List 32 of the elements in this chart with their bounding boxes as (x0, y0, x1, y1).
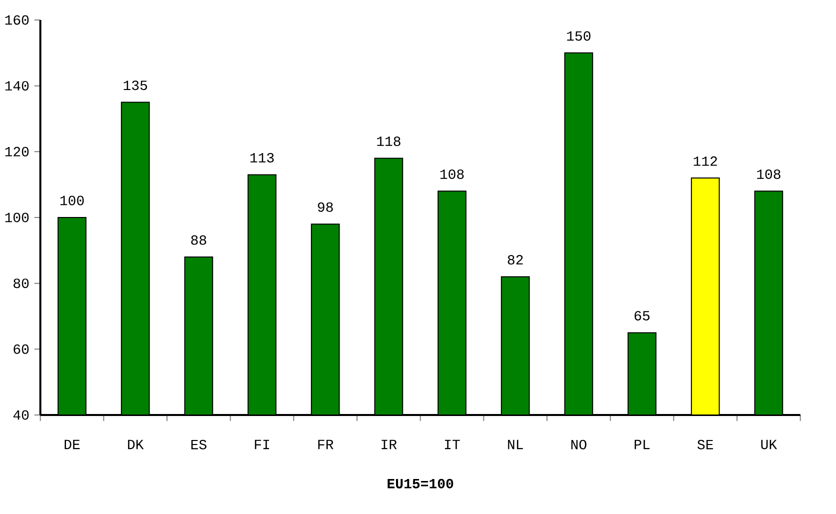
x-tick-label: FR (318, 440, 334, 450)
x-tick-label: UK (761, 440, 778, 450)
x-tick-label: DK (128, 440, 144, 450)
x-axis-title: EU15=100 (388, 478, 454, 488)
data-label: 100 (60, 196, 84, 206)
data-label: 112 (694, 156, 717, 166)
x-tick-label: ES (191, 440, 206, 450)
data-label: 113 (250, 153, 274, 162)
data-label: 98 (318, 202, 333, 212)
data-label: 108 (440, 169, 464, 179)
data-label: 150 (567, 31, 590, 41)
y-tick-label: 40 (13, 410, 29, 420)
y-tick-label: 60 (14, 344, 29, 354)
y-tick-label: 100 (5, 212, 29, 222)
data-label: 118 (377, 136, 400, 146)
data-label: 108 (757, 169, 780, 179)
x-tick-label: FI (254, 440, 270, 450)
data-label: 65 (634, 311, 650, 320)
data-label: 135 (124, 80, 148, 90)
y-tick-label: 140 (5, 81, 29, 91)
x-tick-label: PL (634, 440, 650, 450)
y-tick-label: 160 (5, 15, 29, 25)
x-tick-label: NO (571, 440, 586, 450)
data-label: 82 (508, 255, 523, 265)
x-tick-label: DE (64, 440, 80, 450)
x-tick-label: SE (697, 440, 714, 450)
x-tick-label: IR (382, 440, 397, 450)
y-tick-label: 80 (14, 278, 29, 288)
x-tick-label: IT (444, 440, 460, 450)
x-tick-label: NL (508, 440, 523, 450)
y-tick-label: 120 (5, 146, 29, 156)
data-label: 88 (191, 235, 206, 245)
